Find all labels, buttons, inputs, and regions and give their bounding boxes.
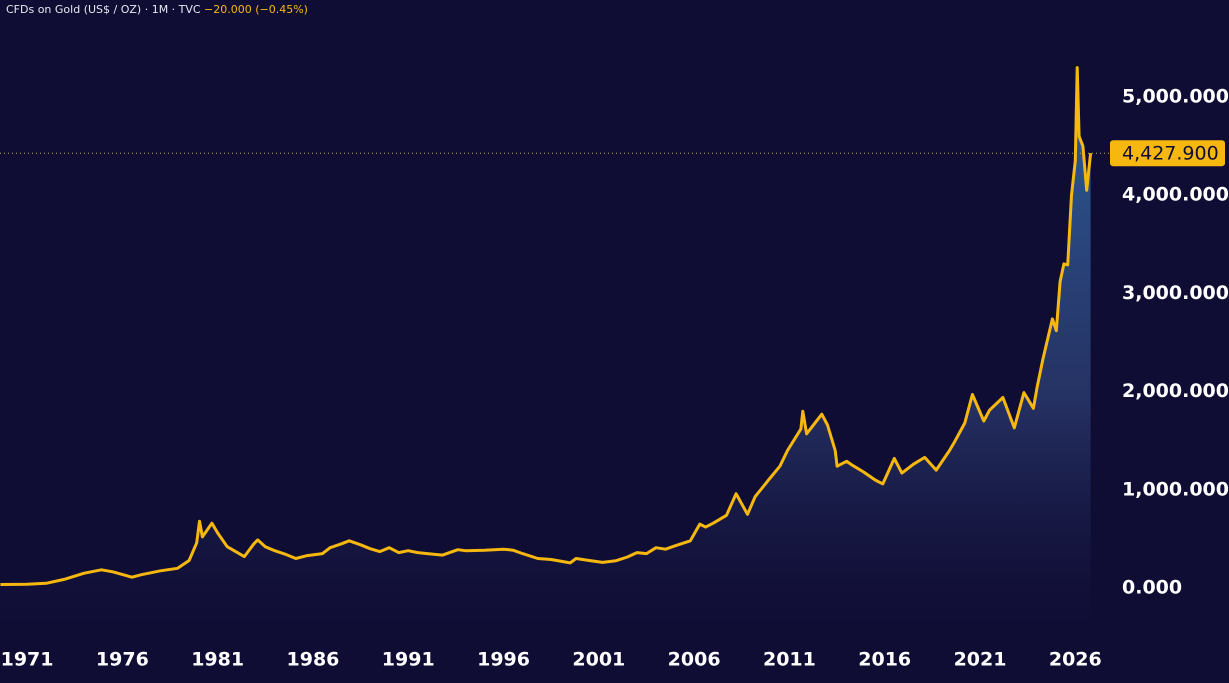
x-tick-label: 1976 — [96, 649, 149, 671]
x-tick-label: 1981 — [191, 649, 244, 671]
chart-title: CFDs on Gold (US$ / OZ) · 1M · TVC — [6, 3, 201, 16]
x-tick-label: 1996 — [477, 649, 530, 671]
x-tick-label: 1971 — [1, 649, 54, 671]
x-tick-label: 1991 — [382, 649, 435, 671]
x-tick-label: 2006 — [668, 649, 721, 671]
y-tick-label: 0.000 — [1122, 576, 1182, 598]
last-price-box — [1110, 140, 1225, 167]
y-tick-label: 3,000.000 — [1122, 282, 1229, 304]
last-price-label: 4,427.900 — [1122, 143, 1219, 165]
x-tick-label: 2021 — [954, 649, 1007, 671]
x-tick-label: 1986 — [287, 649, 340, 671]
y-tick-label: 1,000.000 — [1122, 478, 1229, 500]
x-tick-label: 2016 — [858, 649, 911, 671]
price-change: −20.000 (−0.45%) — [204, 3, 308, 16]
x-tick-label: 2001 — [572, 649, 625, 671]
price-line — [0, 66, 1093, 586]
y-tick-label: 5,000.000 — [1122, 86, 1229, 108]
y-tick-label: 2,000.000 — [1122, 380, 1229, 402]
x-tick-label: 2026 — [1049, 649, 1102, 671]
y-tick-label: 4,000.000 — [1122, 184, 1229, 206]
area-fill — [0, 67, 1091, 626]
x-tick-label: 2011 — [763, 649, 816, 671]
